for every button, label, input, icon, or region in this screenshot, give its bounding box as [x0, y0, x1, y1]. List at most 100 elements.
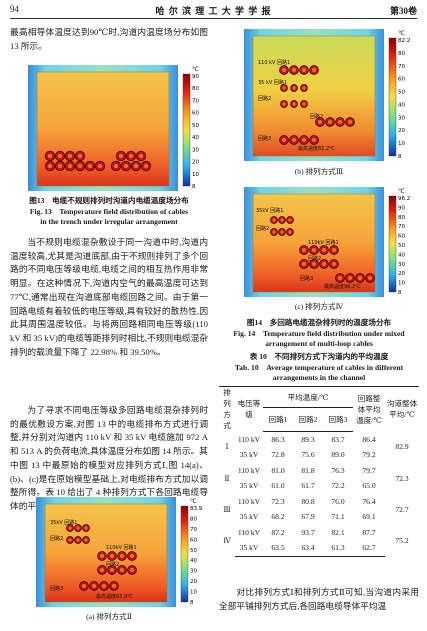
cable-core: [337, 275, 343, 281]
cable-core: [321, 247, 327, 253]
cable-core: [118, 153, 124, 159]
cable-core: [272, 218, 276, 222]
colorbar-tick-label: 10: [398, 141, 405, 147]
figure-label: 回路2: [50, 535, 63, 542]
figure-label: 回路3: [258, 135, 271, 142]
colorbar-tick-label: 40: [398, 252, 405, 258]
table-body: Ⅰ 110 kV 86.3 89.3 83.7 86.4 82.9 35 kV 72.8 75.6…: [219, 431, 419, 557]
cable-core: [111, 583, 117, 589]
voltage: 35 kV: [239, 512, 259, 522]
header-cell: 平均温度/℃: [263, 385, 353, 409]
colorbar-tick-label: 82.2: [398, 38, 410, 44]
cable-core: [347, 119, 353, 125]
temperature: 63.4: [293, 540, 323, 557]
figure-label: 最高温度83.9℃: [96, 593, 133, 600]
heatmap: 35kV 回路1 回路2 110kV 回路1 回路2 回路3 最高温度83.9℃ ℃83.9…: [36, 497, 203, 607]
table-caption: 表 10 不同排列方式下沟道内的平均温度 Tab. 10 Average tem…: [219, 352, 419, 384]
figure-label: 回路2: [258, 95, 271, 102]
colorbar-tick-label: 50: [192, 123, 199, 129]
colorbar-tick-label: 20: [190, 579, 197, 585]
cable-core: [77, 163, 83, 169]
colorbar-tick-label: 30: [190, 569, 197, 575]
cable-core: [291, 67, 297, 73]
temperature: 61.3: [323, 540, 353, 557]
subfigure-caption: (a) 排列方式Ⅱ: [86, 612, 132, 621]
cable-core: [282, 86, 286, 90]
colorbar-unit: ℃: [192, 66, 199, 73]
temperature: 81.0: [271, 465, 285, 475]
cable-core: [47, 163, 53, 169]
cable-core: [302, 86, 306, 90]
colorbar-unit: ℃: [398, 30, 405, 37]
cable-core: [291, 137, 297, 143]
caption-cn: 图14 多回路电缆混杂排列时的温度场分布: [246, 318, 392, 327]
figure-label: 110 kV 回路1: [258, 59, 290, 66]
cable-core: [97, 163, 103, 169]
temperature: 79.2: [362, 450, 376, 460]
cable-core: [84, 538, 88, 542]
colorbar-unit: ℃: [190, 498, 197, 505]
voltage: 35 kV: [239, 481, 259, 491]
caption-cn: 图13 电缆不规则排列时沟道内电缆温度场分布: [29, 196, 189, 205]
cable-core: [67, 153, 73, 159]
colorbar-tick-label: 80: [192, 86, 199, 92]
colorbar-tick-label: 60: [190, 537, 197, 543]
cable-core: [119, 553, 125, 559]
colorbar-tick-label: 60: [398, 77, 405, 83]
cable-core: [272, 230, 276, 234]
cable-core: [281, 137, 287, 143]
table-row: 35 kV 63.5 63.4 61.3 62.7: [219, 540, 419, 557]
temperature: 81.8: [301, 465, 315, 475]
cable-core: [280, 218, 284, 222]
colorbar-tick-label: 60: [398, 234, 405, 240]
colorbar-tick-label: 70: [398, 224, 405, 230]
temperature: 75.6: [301, 450, 315, 460]
figure-label: 35 kV 回路1: [258, 79, 287, 86]
cable-core: [301, 261, 307, 267]
cable-core: [311, 261, 317, 267]
cable-core: [292, 102, 296, 106]
colorbar: [388, 195, 397, 293]
temperature: 65.0: [362, 481, 376, 491]
temperature: 86.4: [362, 434, 376, 444]
colorbar-tick-label: 30: [398, 115, 405, 121]
cable-core: [143, 163, 149, 169]
colorbar-tick-label: 8: [190, 600, 194, 606]
caption-cn: 表 10 不同排列方式下沟道内的平均温度: [249, 352, 389, 361]
colorbar-tick-label: 60: [192, 111, 199, 117]
temperature: 89.0: [331, 450, 345, 460]
cable-core: [129, 567, 135, 573]
cable-core: [327, 119, 333, 125]
cable-core: [113, 163, 119, 169]
cable-core: [292, 86, 296, 90]
cable-core: [133, 163, 139, 169]
cable-core: [123, 163, 129, 169]
channel-average: 72.3: [395, 473, 409, 483]
temperature: 72.8: [271, 450, 285, 460]
figure-13: ℃ 90 80 70 60 50 40 30 20 10 8: [28, 62, 212, 199]
colorbar-tick-label: 8: [398, 154, 402, 160]
temperature: 82.1: [331, 527, 345, 537]
colorbar-tick-label: 50: [398, 243, 405, 249]
cable-core: [281, 67, 287, 73]
temperature: 69.1: [362, 512, 376, 522]
cable-core: [331, 261, 337, 267]
voltage: 35 kV: [239, 450, 259, 460]
temperature: 83.7: [331, 434, 345, 444]
cable-core: [68, 526, 72, 530]
temperature: 72.2: [331, 481, 345, 491]
cable-core: [302, 102, 306, 106]
colorbar-tick-label: 50: [190, 548, 197, 554]
figure-14c: 35kV 回路1 回路2 110kV 回路1 回路2 回路3 最高温度96.2℃ ℃ 96.2…: [244, 184, 418, 305]
cable-core: [321, 261, 327, 267]
table-row: 35 kV 61.0 61.7 72.2 65.0: [219, 478, 419, 494]
cable-core: [67, 163, 73, 169]
cable-core: [337, 119, 343, 125]
figure-caption: 图14 多回路电缆混杂排列时的温度场分布 Fig. 14 Temperature…: [219, 318, 419, 350]
cable-core: [301, 247, 307, 253]
figure-label: 35kV 回路1: [50, 519, 77, 526]
colorbar-tick-label: 20: [398, 128, 405, 134]
colorbar-tick-label: 40: [190, 558, 197, 564]
colorbar-tick-label: 70: [398, 64, 405, 70]
